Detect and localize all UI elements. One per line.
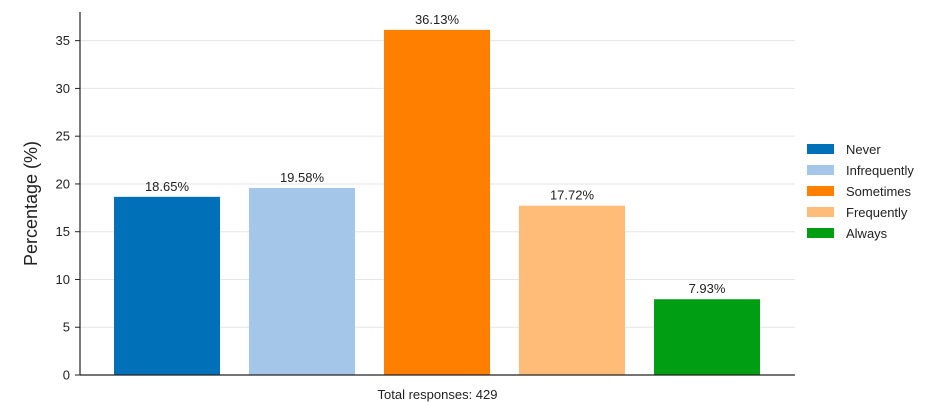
bar-never <box>114 196 220 375</box>
bar-frequently <box>519 205 625 375</box>
y-tick-label-5: 5 <box>63 320 70 335</box>
legend-label-infrequently: Infrequently <box>846 163 914 178</box>
total-responses-note: Total responses: 429 <box>378 387 498 402</box>
bar-sometimes <box>384 29 490 375</box>
y-tick-label-15: 15 <box>56 224 70 239</box>
data-labels: 18.65% 19.58% 36.13% 17.72% 7.93% <box>145 12 726 296</box>
legend-swatch-sometimes <box>807 186 834 196</box>
data-label-never: 18.65% <box>145 179 190 194</box>
legend-label-sometimes: Sometimes <box>846 184 912 199</box>
bar-always <box>654 299 760 375</box>
y-axis-label: Percentage (%) <box>21 141 41 266</box>
legend-label-never: Never <box>846 142 881 157</box>
bar-infrequently <box>249 187 355 375</box>
legend: Never Infrequently Sometimes Frequently Alwa… <box>807 142 914 241</box>
y-tick-label-0: 0 <box>63 368 70 383</box>
y-axis-ticks: 0 5 10 15 20 25 30 35 <box>56 33 80 383</box>
legend-swatch-always <box>807 228 834 238</box>
data-label-always: 7.93% <box>689 281 726 296</box>
legend-swatch-infrequently <box>807 165 834 175</box>
y-tick-label-35: 35 <box>56 33 70 48</box>
data-label-frequently: 17.72% <box>550 188 595 203</box>
y-tick-label-25: 25 <box>56 129 70 144</box>
data-label-infrequently: 19.58% <box>280 170 325 185</box>
y-tick-label-10: 10 <box>56 272 70 287</box>
legend-swatch-never <box>807 144 834 154</box>
bars <box>114 29 760 375</box>
data-label-sometimes: 36.13% <box>415 12 460 27</box>
legend-label-frequently: Frequently <box>846 205 908 220</box>
y-tick-label-30: 30 <box>56 81 70 96</box>
y-tick-label-20: 20 <box>56 176 70 191</box>
legend-label-always: Always <box>846 226 888 241</box>
legend-swatch-frequently <box>807 207 834 217</box>
